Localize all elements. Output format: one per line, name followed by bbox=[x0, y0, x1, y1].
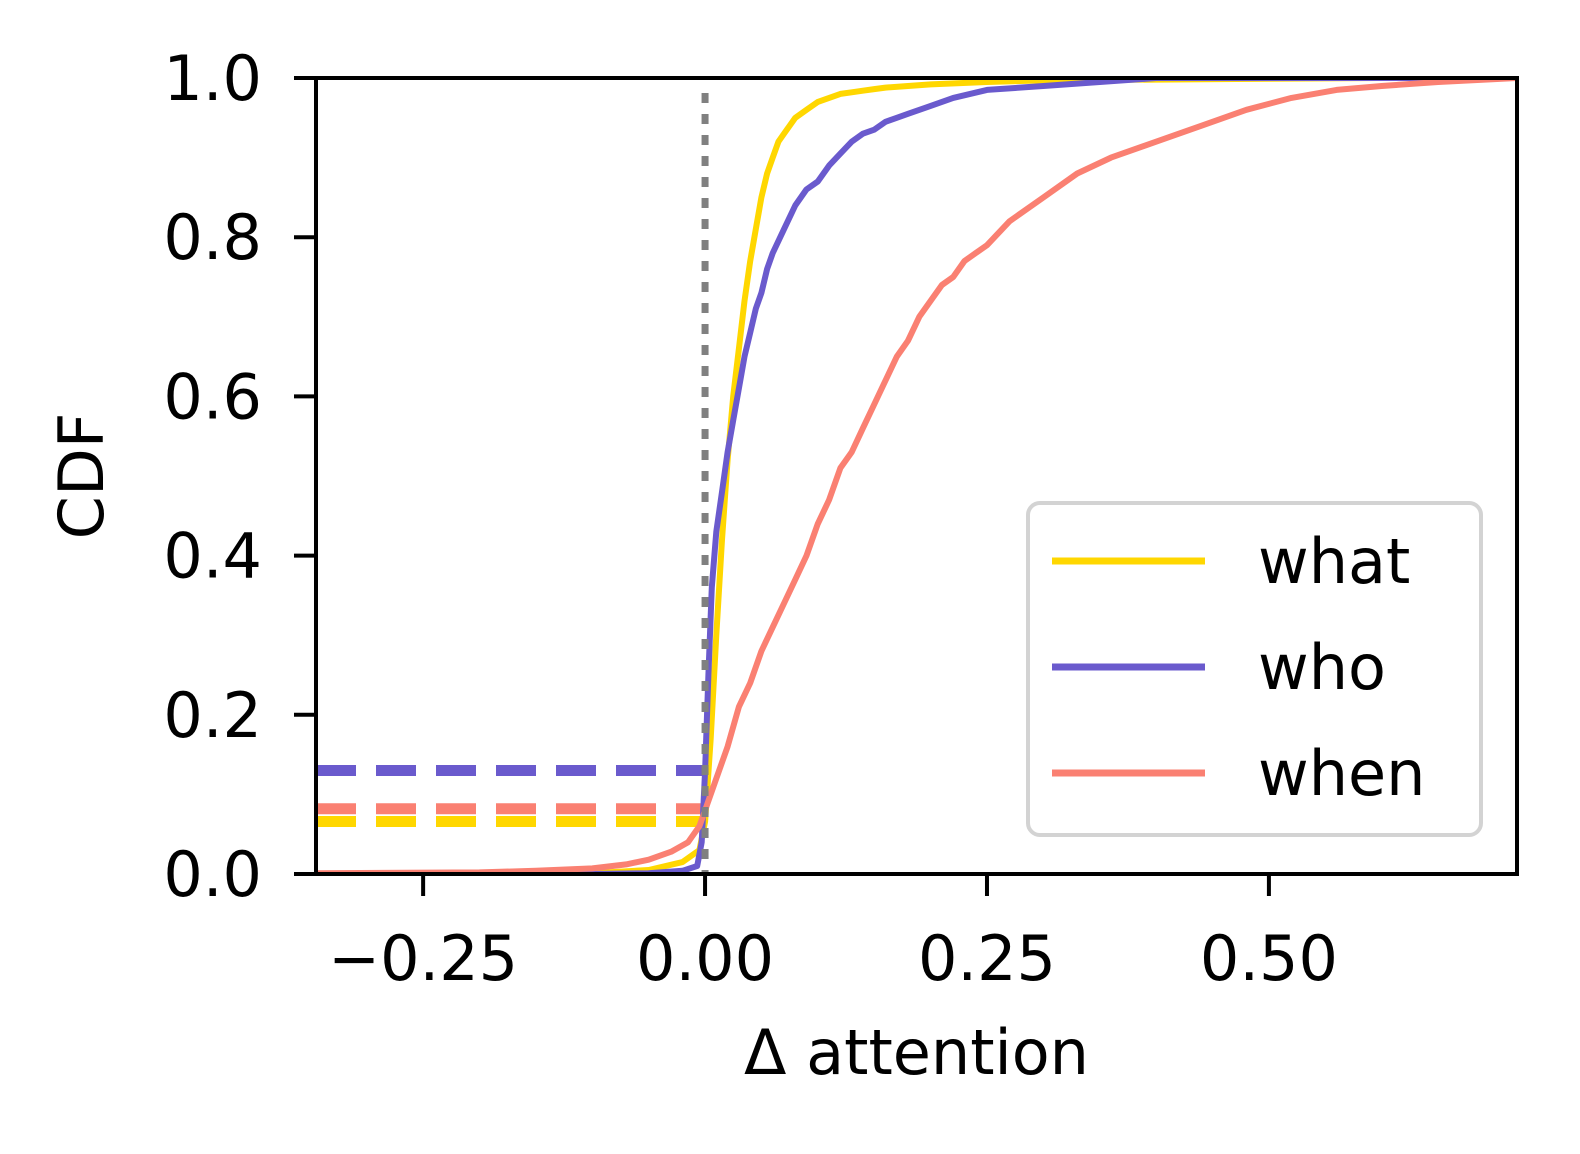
y-tick-label: 0.4 bbox=[163, 520, 262, 593]
legend-label-what: what bbox=[1258, 525, 1410, 598]
x-axis-ticks: −0.25 0.00 0.25 0.50 bbox=[328, 874, 1338, 995]
y-tick-label: 0.8 bbox=[163, 201, 262, 274]
y-tick-label: 0.0 bbox=[163, 838, 262, 911]
y-tick-label: 1.0 bbox=[163, 42, 262, 115]
legend-label-when: when bbox=[1258, 737, 1425, 810]
legend-label-who: who bbox=[1258, 631, 1386, 704]
x-axis-title: Δ attention bbox=[744, 1016, 1089, 1089]
axes bbox=[314, 76, 1519, 876]
series-line-who bbox=[316, 78, 1517, 874]
plot-frame bbox=[314, 76, 1519, 876]
x-tick-label: 0.50 bbox=[1200, 922, 1338, 995]
x-tick-label: −0.25 bbox=[328, 922, 518, 995]
series-layer bbox=[316, 78, 1517, 874]
x-tick-label: 0.00 bbox=[636, 922, 774, 995]
y-axis-ticks: 0.0 0.2 0.4 0.6 0.8 1.0 bbox=[163, 42, 316, 911]
x-tick-label: 0.25 bbox=[918, 922, 1056, 995]
y-tick-label: 0.6 bbox=[163, 360, 262, 433]
y-axis-title: CDF bbox=[45, 413, 118, 540]
y-tick-label: 0.2 bbox=[163, 679, 262, 752]
legend-box bbox=[1026, 501, 1483, 837]
series-line-when bbox=[316, 78, 1517, 874]
legend: what who when bbox=[1026, 501, 1483, 837]
